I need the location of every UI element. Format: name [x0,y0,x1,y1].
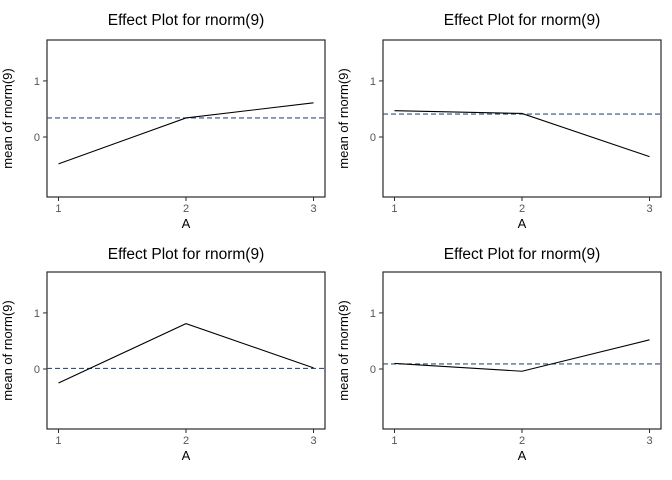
x-tick-label: 1 [391,203,397,215]
plot-title: Effect Plot for rnorm(9) [444,246,600,263]
x-axis-label: A [182,448,191,463]
x-axis-label: A [518,216,527,231]
x-tick-label: 2 [519,435,525,447]
plot-title: Effect Plot for rnorm(9) [108,12,264,29]
panel-border [382,39,662,198]
x-tick-label: 3 [646,203,652,215]
y-tick-label: 1 [370,76,376,88]
y-tick-label: 0 [34,364,40,376]
effect-data-line [58,322,314,384]
effect-data-line [394,110,650,158]
x-tick-label: 3 [310,435,316,447]
y-tick-label: 1 [34,308,40,320]
y-axis-label: mean of rnorm(9) [0,68,15,168]
y-axis-label: mean of rnorm(9) [336,300,351,400]
x-tick-label: 2 [183,435,189,447]
y-tick-label: 1 [370,308,376,320]
panel-border [46,271,326,430]
effect-data-line [394,339,650,372]
x-tick-label: 2 [183,203,189,215]
x-axis-label: A [518,448,527,463]
x-tick-label: 1 [55,203,61,215]
plot-title: Effect Plot for rnorm(9) [444,12,600,29]
y-axis-label: mean of rnorm(9) [336,68,351,168]
x-tick-label: 2 [519,203,525,215]
panel-border [382,271,662,430]
x-tick-label: 1 [55,435,61,447]
effect-data-line [58,102,314,165]
x-tick-label: 1 [391,435,397,447]
plot-title: Effect Plot for rnorm(9) [108,246,264,263]
y-axis-label: mean of rnorm(9) [0,300,15,400]
x-tick-label: 3 [310,203,316,215]
x-axis-label: A [182,216,191,231]
y-tick-label: 0 [370,132,376,144]
y-tick-label: 1 [34,76,40,88]
y-tick-label: 0 [34,132,40,144]
y-tick-label: 0 [370,364,376,376]
x-tick-label: 3 [646,435,652,447]
